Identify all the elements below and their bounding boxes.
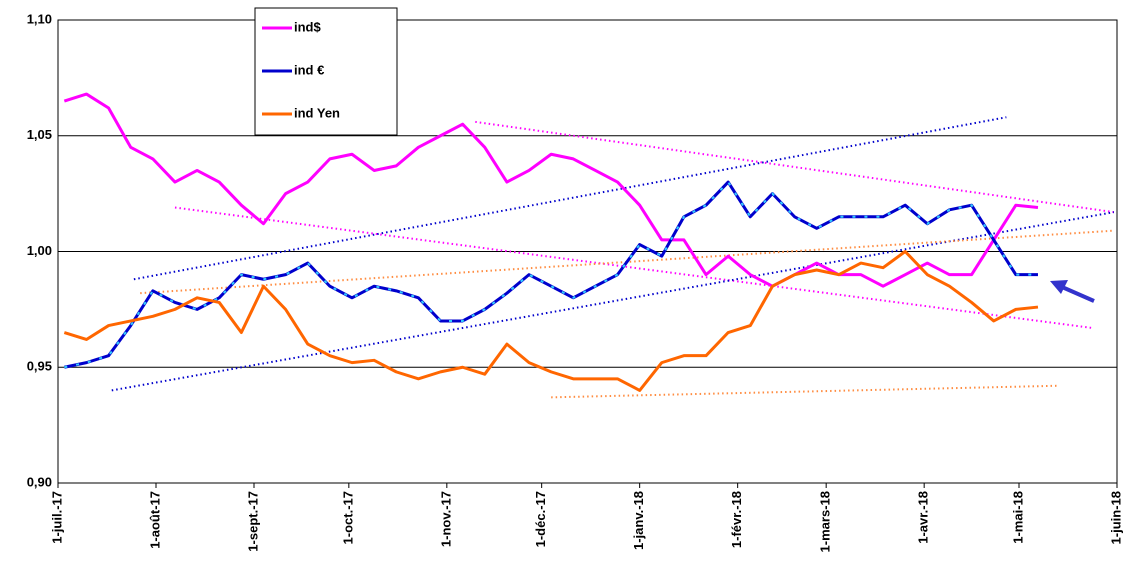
x-tick-label: 1-déc.-17	[533, 491, 548, 547]
x-tick-label: 1-mars-18	[818, 491, 833, 552]
trend-line	[140, 229, 1114, 295]
y-tick-label: 1,00	[27, 243, 52, 258]
y-tick-label: 1,05	[27, 127, 52, 142]
legend-label: ind €	[294, 62, 324, 77]
x-tick-label: 1-juin-18	[1108, 491, 1123, 544]
y-tick-label: 0,95	[27, 359, 52, 374]
series-line	[63, 92, 1039, 288]
arrow	[1050, 280, 1095, 303]
x-tick-label: 1-août-17	[147, 491, 162, 549]
x-tick-label: 1-févr.-18	[729, 491, 744, 548]
y-tick-label: 0,90	[27, 474, 52, 489]
trend-line	[174, 206, 1092, 329]
x-tick-label: 1-mai-18	[1010, 491, 1025, 544]
trend-line	[111, 211, 1115, 392]
legend-label: ind$	[294, 19, 321, 34]
series-line	[63, 250, 1039, 392]
x-tick-label: 1-janv.-18	[631, 491, 646, 550]
y-tick-label: 1,10	[27, 11, 52, 26]
series-line	[64, 180, 1038, 369]
x-tick-label: 1-sept.-17	[245, 491, 260, 552]
x-tick-label: 1-nov.-17	[438, 491, 453, 547]
legend-label: ind Yen	[294, 105, 340, 120]
trend-line	[551, 384, 1057, 399]
x-tick-label: 1-avr.-18	[916, 491, 931, 544]
x-tick-label: 1-oct.-17	[340, 491, 355, 544]
x-tick-label: 1-juil.-17	[49, 491, 64, 544]
